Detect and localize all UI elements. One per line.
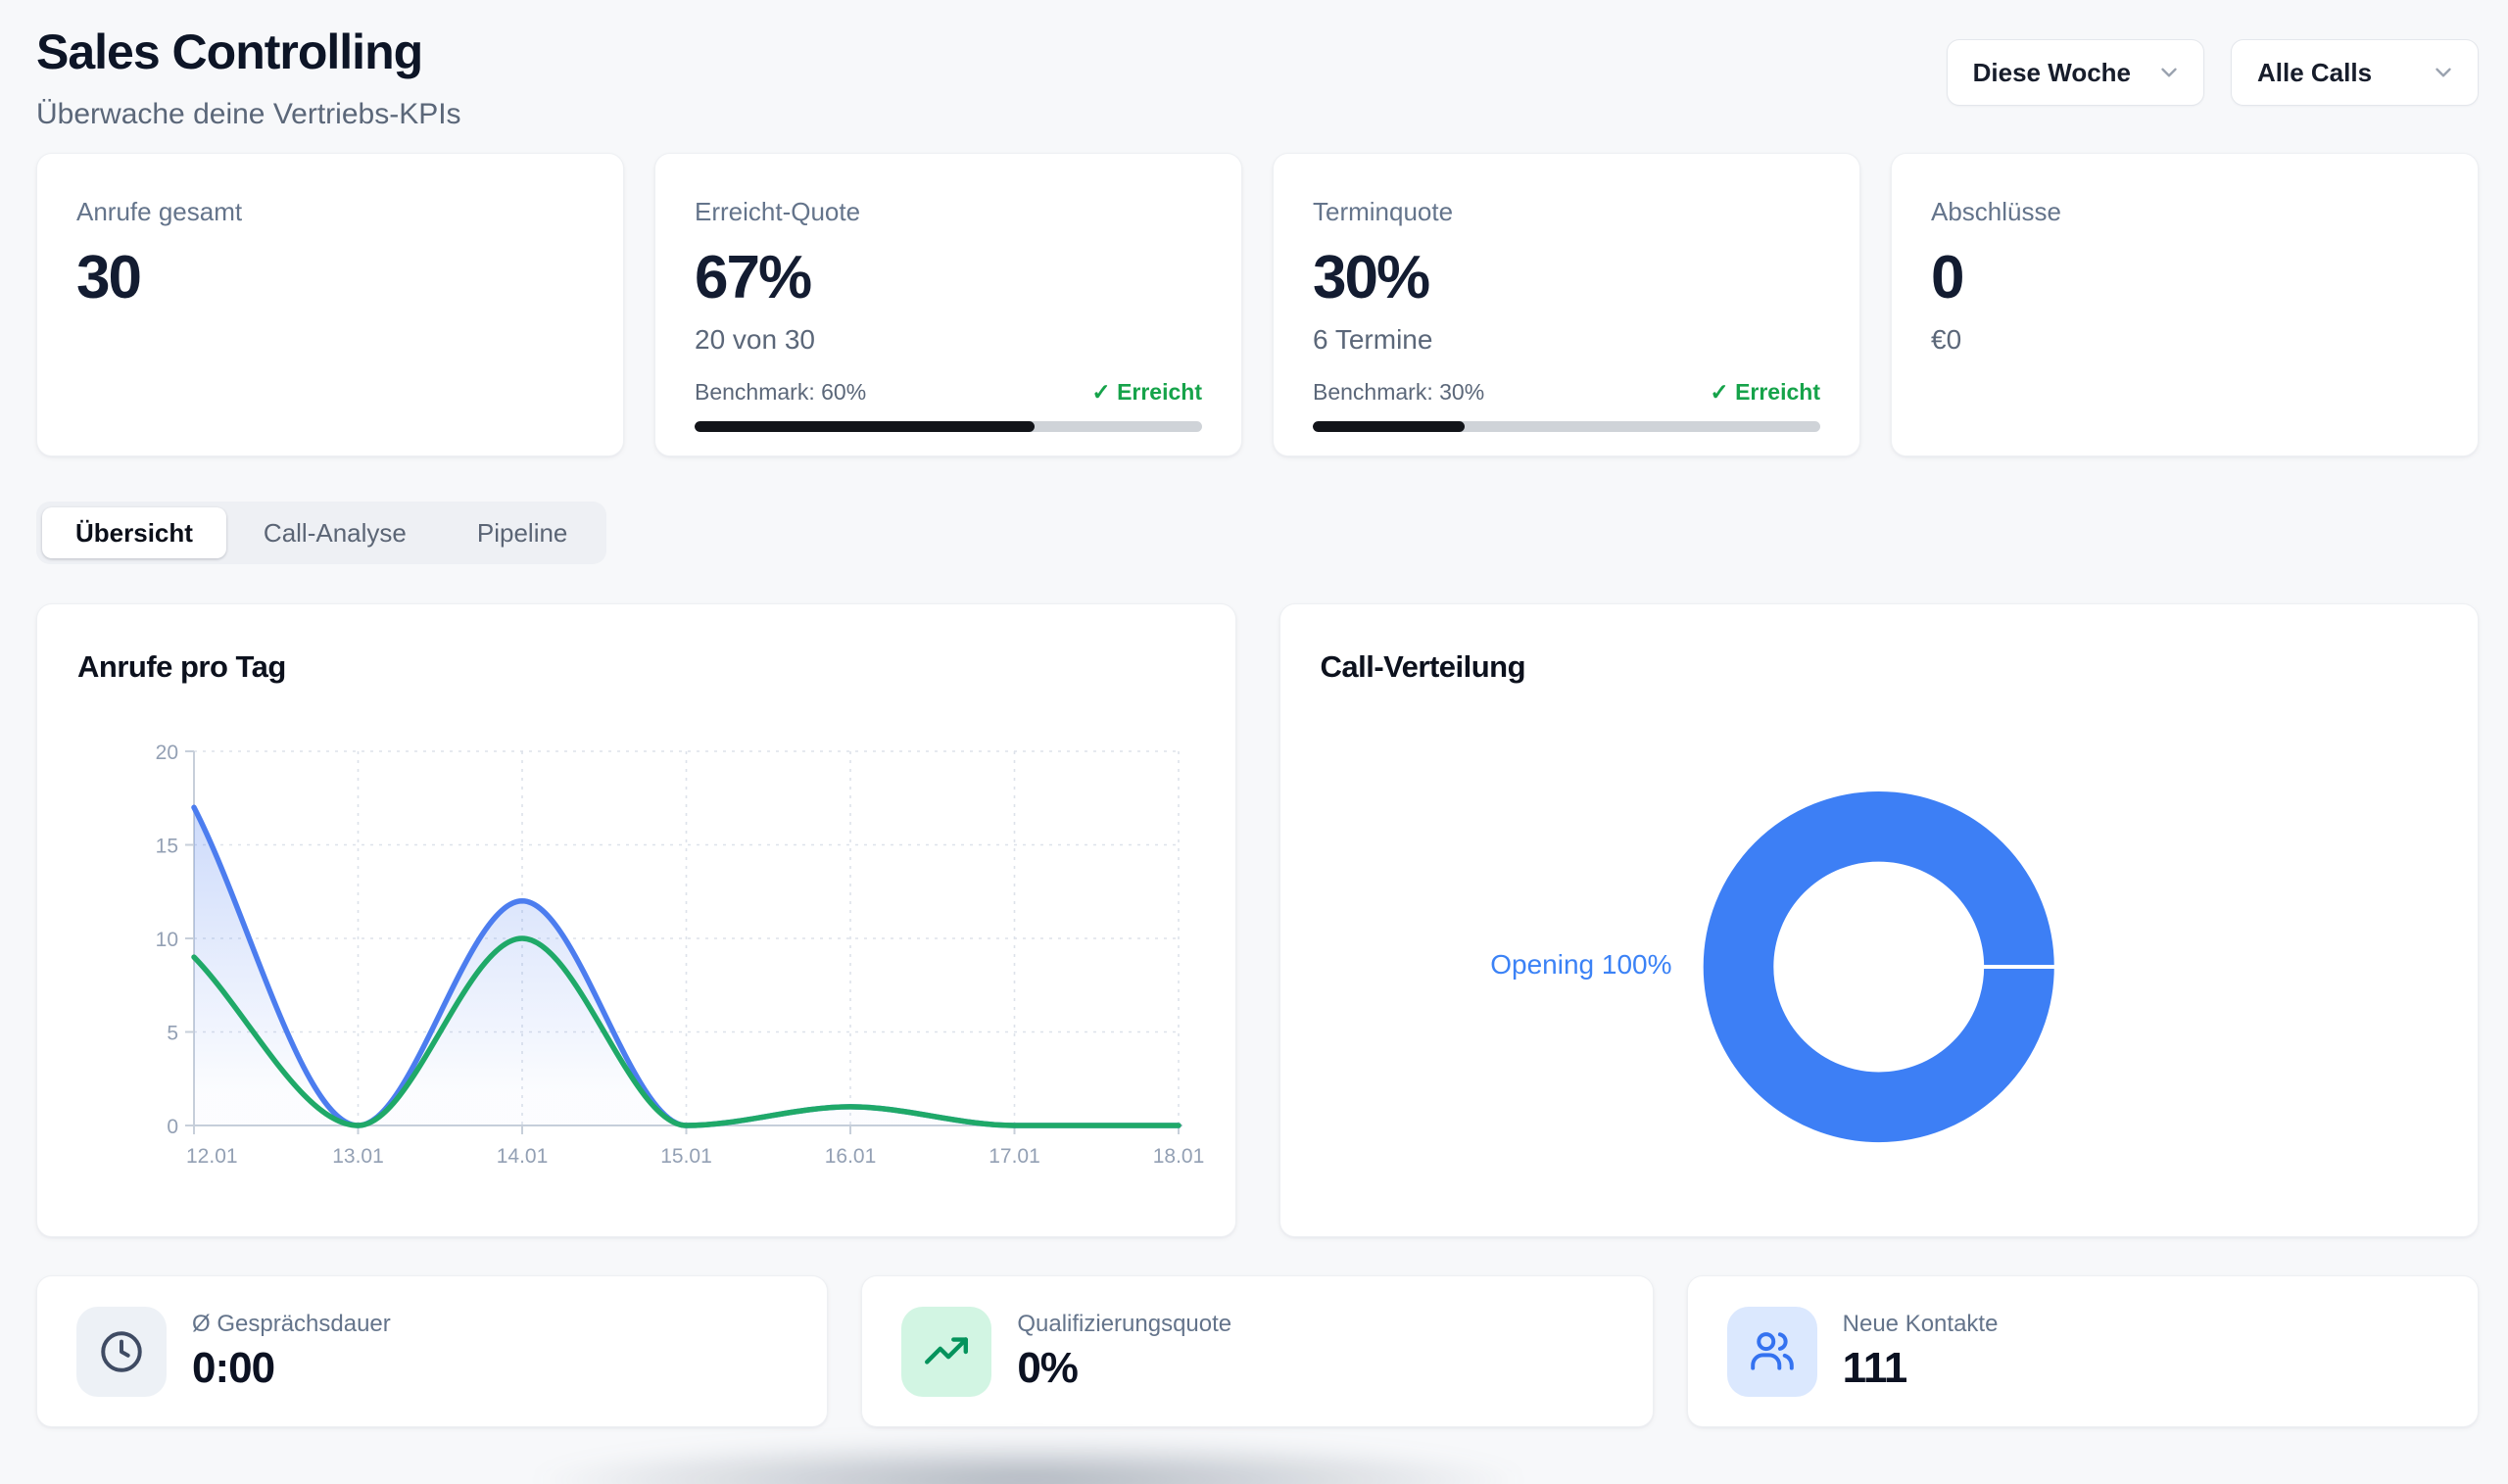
- calls-filter-dropdown[interactable]: Alle Calls: [2231, 39, 2479, 106]
- stat-card-gespraechsdauer: Ø Gesprächsdauer 0:00: [36, 1275, 829, 1427]
- svg-text:14.01: 14.01: [497, 1145, 549, 1168]
- header: Sales Controlling Überwache deine Vertri…: [36, 24, 2479, 131]
- kpi-subvalue: 20 von 30: [695, 324, 815, 355]
- kpi-subvalue: 6 Termine: [1313, 324, 1433, 355]
- kpi-value: 30%: [1313, 244, 1430, 311]
- chevron-down-icon: [2431, 60, 2456, 85]
- calls-filter-value: Alle Calls: [2257, 57, 2373, 87]
- view-tabs: Übersicht Call-Analyse Pipeline: [36, 502, 607, 564]
- users-icon: [1726, 1306, 1817, 1397]
- svg-text:15.01: 15.01: [660, 1145, 712, 1168]
- donut-chart-svg: [1703, 790, 2058, 1143]
- svg-text:18.01: 18.01: [1153, 1145, 1205, 1168]
- chevron-down-icon: [2156, 60, 2182, 85]
- period-filter-value: Diese Woche: [1972, 57, 2131, 87]
- tab-pipeline[interactable]: Pipeline: [476, 517, 568, 548]
- clock-icon: [76, 1306, 167, 1397]
- stat-label: Ø Gesprächsdauer: [192, 1310, 391, 1337]
- stat-card-neue-kontakte: Neue Kontakte 111: [1686, 1275, 2479, 1427]
- header-titles: Sales Controlling Überwache deine Vertri…: [36, 24, 461, 131]
- tab-call-analyse[interactable]: Call-Analyse: [263, 517, 407, 548]
- donut-slice-label: Opening 100%: [1490, 949, 1672, 980]
- svg-text:17.01: 17.01: [989, 1145, 1040, 1168]
- trending-up-icon: [901, 1306, 992, 1397]
- stat-card-qualifizierungsquote: Qualifizierungsquote 0%: [861, 1275, 1654, 1427]
- benchmark-progress-track: [1313, 421, 1820, 432]
- benchmark-row: Benchmark: 60% ✓ Erreicht: [695, 379, 1202, 406]
- period-filter-dropdown[interactable]: Diese Woche: [1946, 39, 2204, 106]
- benchmark-status: ✓ Erreicht: [1091, 379, 1202, 405]
- benchmark-label: Benchmark: 60%: [695, 379, 867, 405]
- kpi-label: Anrufe gesamt: [76, 197, 243, 226]
- kpi-card-abschluesse: Abschlüsse 0 €0: [1891, 153, 2479, 456]
- kpi-row: Anrufe gesamt 30 Erreicht-Quote 67% 20 v…: [36, 153, 2479, 456]
- stat-value: 0:00: [192, 1343, 275, 1392]
- stat-label: Neue Kontakte: [1842, 1310, 1999, 1337]
- stat-texts: Neue Kontakte 111: [1843, 1311, 1999, 1393]
- kpi-value: 0: [1931, 244, 1964, 311]
- kpi-card-terminquote: Terminquote 30% 6 Termine Benchmark: 30%…: [1273, 153, 1860, 456]
- line-chart-title: Anrufe pro Tag: [77, 649, 286, 684]
- kpi-value: 30: [76, 244, 142, 311]
- kpi-label: Erreicht-Quote: [695, 197, 861, 226]
- page-title: Sales Controlling: [36, 24, 423, 79]
- stat-texts: Ø Gesprächsdauer 0:00: [192, 1311, 391, 1393]
- svg-text:10: 10: [156, 929, 178, 951]
- stat-label: Qualifizierungsquote: [1017, 1310, 1232, 1337]
- benchmark-progress-track: [695, 421, 1202, 432]
- page-subtitle: Überwache deine Vertriebs-KPIs: [36, 98, 461, 130]
- svg-text:16.01: 16.01: [825, 1145, 877, 1168]
- kpi-subvalue: €0: [1931, 324, 1962, 355]
- kpi-label: Abschlüsse: [1931, 197, 2061, 226]
- kpi-card-anrufe-gesamt: Anrufe gesamt 30: [36, 153, 624, 456]
- stat-value: 0%: [1017, 1343, 1079, 1392]
- calls-per-day-panel: Anrufe pro Tag 0 5 10 15 20 12.01 13.01 14.01 15…: [36, 603, 1236, 1237]
- svg-text:0: 0: [167, 1116, 178, 1138]
- stat-value: 111: [1842, 1343, 1908, 1392]
- bottom-shadow: [529, 1439, 1528, 1484]
- svg-text:12.01: 12.01: [186, 1145, 238, 1168]
- svg-text:5: 5: [167, 1023, 178, 1045]
- benchmark-label: Benchmark: 30%: [1313, 379, 1485, 405]
- tab-uebersicht[interactable]: Übersicht: [42, 507, 226, 558]
- kpi-value: 67%: [695, 244, 812, 311]
- kpi-label: Terminquote: [1313, 197, 1454, 226]
- header-filters: Diese Woche Alle Calls: [1946, 39, 2479, 106]
- svg-text:20: 20: [156, 742, 178, 764]
- svg-text:13.01: 13.01: [332, 1145, 384, 1168]
- line-chart-svg: 0 5 10 15 20 12.01 13.01 14.01 15.01 16.01 17.01 18…: [156, 742, 1205, 1168]
- benchmark-status: ✓ Erreicht: [1710, 379, 1820, 405]
- donut-chart-title: Call-Verteilung: [1320, 649, 1526, 684]
- svg-text:15: 15: [156, 836, 178, 858]
- footer-stats-row: Ø Gesprächsdauer 0:00 Qualifizierungsquo…: [36, 1275, 2479, 1427]
- charts-row: Anrufe pro Tag 0 5 10 15 20 12.01 13.01 14.01 15…: [36, 603, 2479, 1237]
- stat-texts: Qualifizierungsquote 0%: [1017, 1311, 1231, 1393]
- benchmark-progress-fill: [1313, 421, 1466, 432]
- benchmark-row: Benchmark: 30% ✓ Erreicht: [1313, 379, 1820, 406]
- kpi-card-erreicht-quote: Erreicht-Quote 67% 20 von 30 Benchmark: …: [654, 153, 1242, 456]
- call-distribution-panel: Call-Verteilung Opening 100%: [1278, 603, 2479, 1237]
- benchmark-progress-fill: [695, 421, 1036, 432]
